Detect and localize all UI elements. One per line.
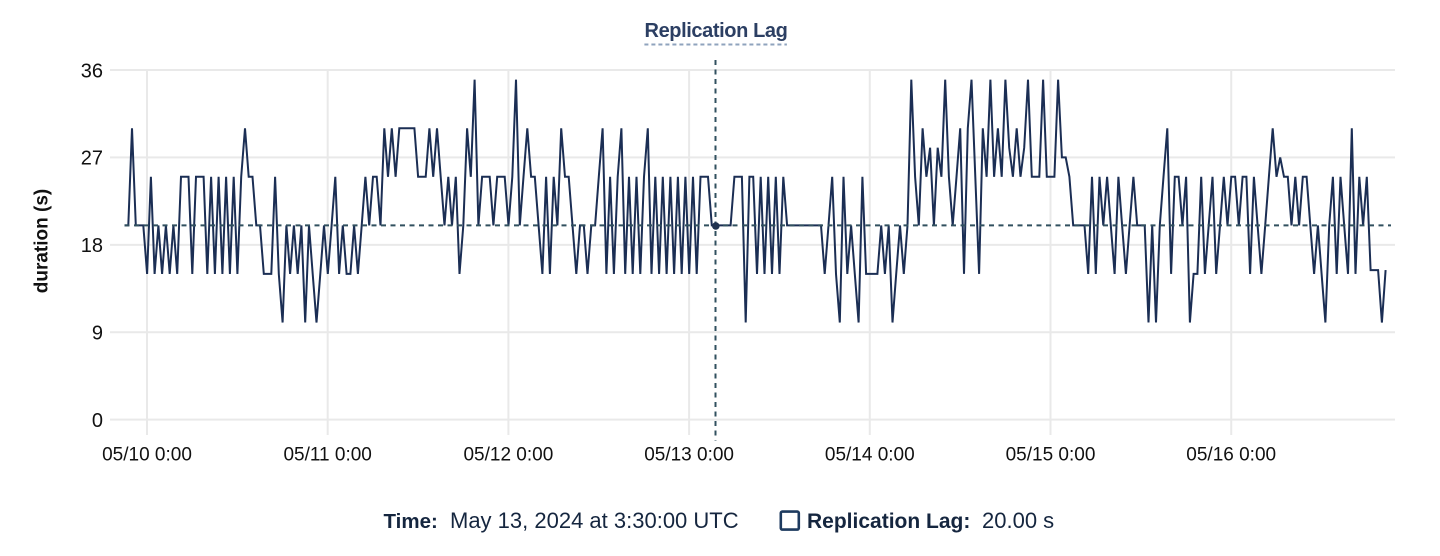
svg-text:05/14 0:00: 05/14 0:00 xyxy=(825,445,915,466)
svg-text:0: 0 xyxy=(92,410,103,432)
svg-text:duration (s): duration (s) xyxy=(32,189,53,294)
svg-text:05/12 0:00: 05/12 0:00 xyxy=(463,445,553,466)
svg-text:05/10 0:00: 05/10 0:00 xyxy=(102,445,192,466)
svg-text:9: 9 xyxy=(92,323,103,345)
svg-text:Replication Lag: Replication Lag xyxy=(645,20,788,42)
svg-text:27: 27 xyxy=(81,148,103,170)
svg-text:05/11 0:00: 05/11 0:00 xyxy=(283,445,371,466)
svg-text:May 13, 2024 at 3:30:00 UTC: May 13, 2024 at 3:30:00 UTC xyxy=(450,508,739,533)
svg-text:05/13 0:00: 05/13 0:00 xyxy=(644,445,734,466)
svg-text:20.00 s: 20.00 s xyxy=(982,508,1054,533)
svg-text:18: 18 xyxy=(81,235,103,257)
svg-text:Time:: Time: xyxy=(384,510,438,533)
svg-text:05/16 0:00: 05/16 0:00 xyxy=(1186,445,1276,466)
svg-text:05/15 0:00: 05/15 0:00 xyxy=(1006,445,1096,466)
svg-text:36: 36 xyxy=(81,60,103,82)
svg-text:Replication Lag:: Replication Lag: xyxy=(807,510,970,533)
